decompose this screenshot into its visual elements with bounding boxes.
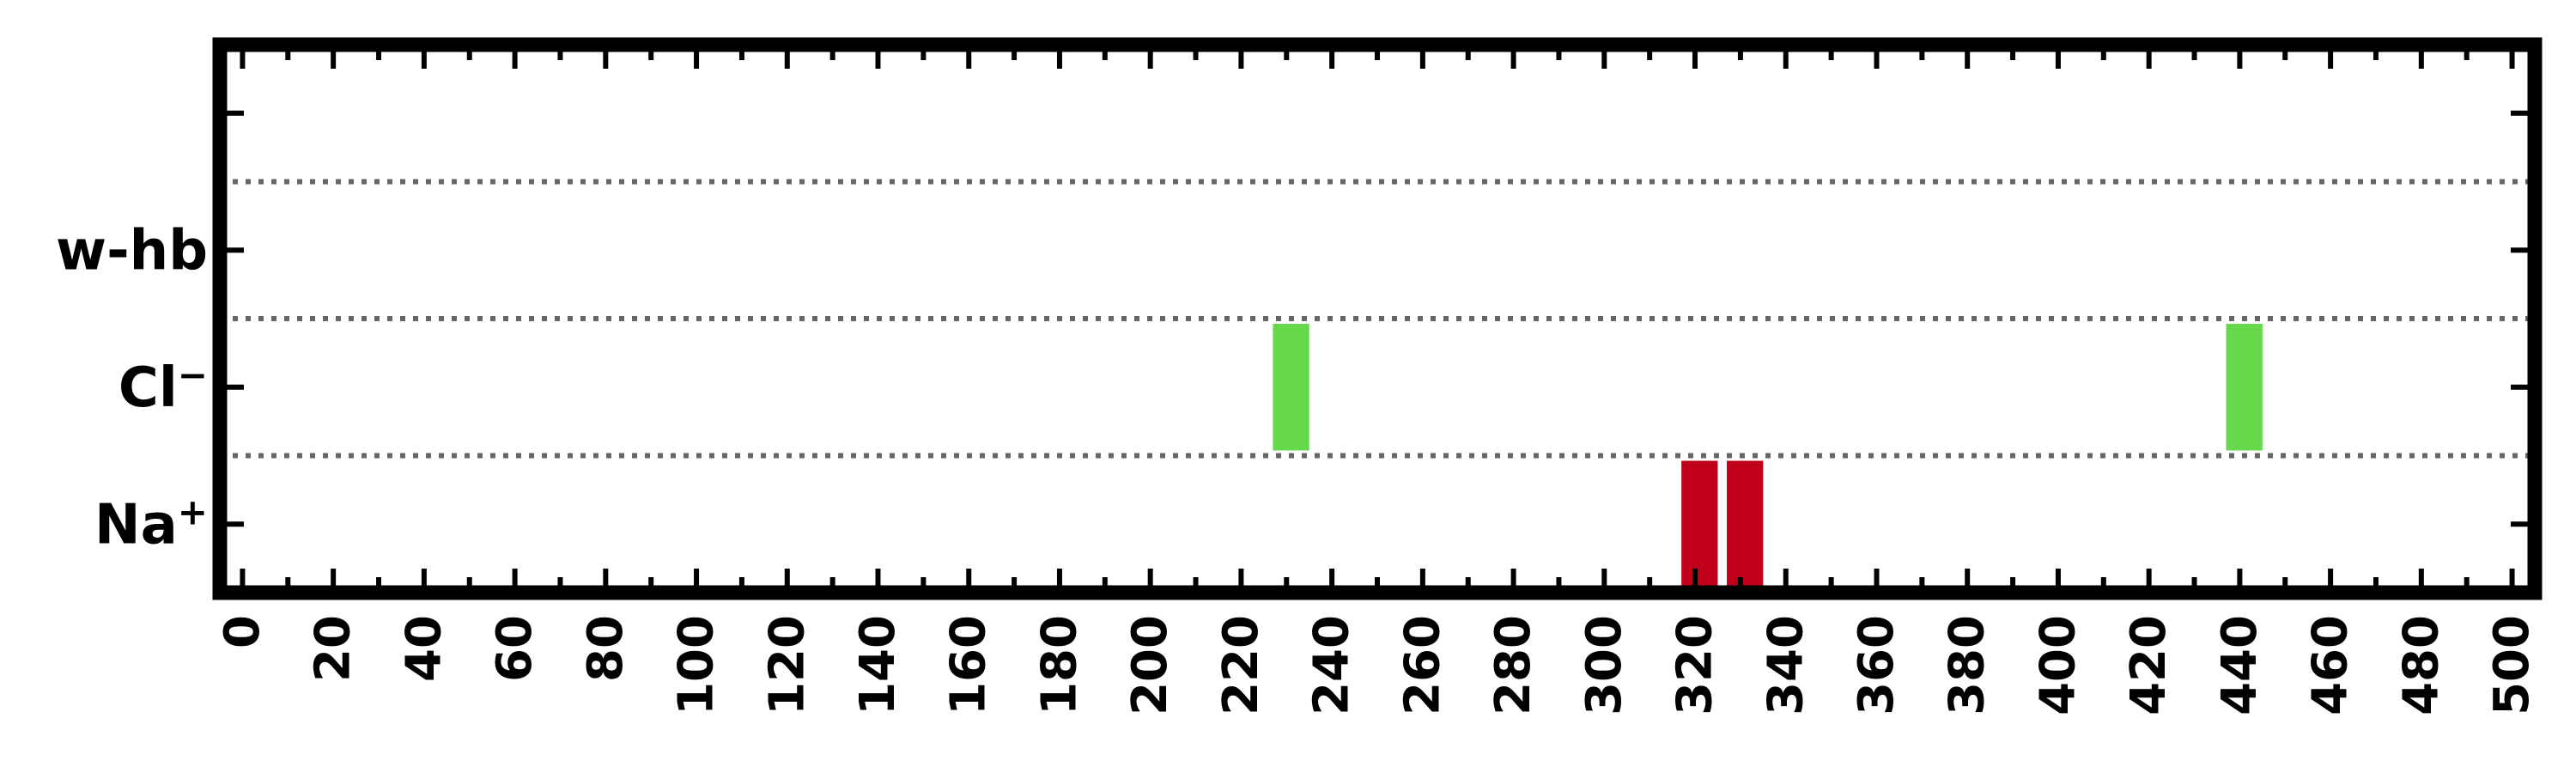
- x-tick-label: 500: [2484, 615, 2540, 715]
- x-tick-label: 160: [941, 615, 997, 715]
- category-label-superscript: −: [178, 354, 208, 396]
- x-tick-label: 340: [1758, 615, 1814, 715]
- event-bar-cl: [1273, 324, 1309, 451]
- grid-lines: [220, 179, 2535, 459]
- x-tick-label: 300: [1577, 615, 1632, 715]
- x-tick-label: 80: [578, 615, 634, 682]
- x-tick-label: 220: [1213, 615, 1269, 715]
- x-tick-label: 460: [2303, 615, 2359, 715]
- event-bars: [1273, 324, 2263, 587]
- x-tick-label: 60: [487, 615, 543, 682]
- x-tick-label: 20: [306, 615, 361, 682]
- category-labels: Na+ Cl− w-hb: [56, 219, 208, 557]
- category-label-cl: Cl−: [118, 354, 208, 420]
- x-tick-label: 440: [2212, 615, 2268, 715]
- x-tick-label: 360: [1849, 615, 1905, 715]
- x-tick-label: 180: [1031, 615, 1087, 715]
- x-tick-label: 100: [669, 615, 725, 715]
- x-tick-label: 400: [2030, 615, 2086, 715]
- x-tick-label: 140: [850, 615, 906, 715]
- plot-frame: [212, 37, 2543, 600]
- x-tick-label: 200: [1122, 615, 1178, 715]
- x-tick-label: 120: [759, 615, 815, 715]
- category-label-text: w-hb: [56, 219, 208, 283]
- x-tick-label: 480: [2393, 615, 2449, 715]
- x-tick-label: 0: [215, 615, 270, 648]
- x-tick-labels: 0 20 40 60 80 100 120 140 160 180 200 220 240 260 280 3…: [215, 615, 2540, 715]
- category-label-superscript: +: [178, 490, 208, 533]
- x-tick-label: 260: [1394, 615, 1450, 715]
- category-label-whb: w-hb: [56, 219, 208, 283]
- x-tick-label: 320: [1668, 615, 1723, 715]
- category-label-text: Cl: [118, 356, 178, 420]
- event-bar-na: [1681, 460, 1718, 587]
- x-tick-label: 40: [396, 615, 452, 682]
- category-label-na: Na+: [94, 490, 208, 557]
- event-bar-na: [1727, 460, 1764, 587]
- x-tick-label: 280: [1485, 615, 1541, 715]
- x-tick-label: 240: [1304, 615, 1360, 715]
- x-tick-label: 420: [2121, 615, 2177, 715]
- x-tick-label: 380: [1940, 615, 1996, 715]
- event-bar-cl: [2226, 324, 2263, 451]
- category-label-text: Na: [94, 493, 178, 557]
- axis-ticks: [220, 45, 2535, 593]
